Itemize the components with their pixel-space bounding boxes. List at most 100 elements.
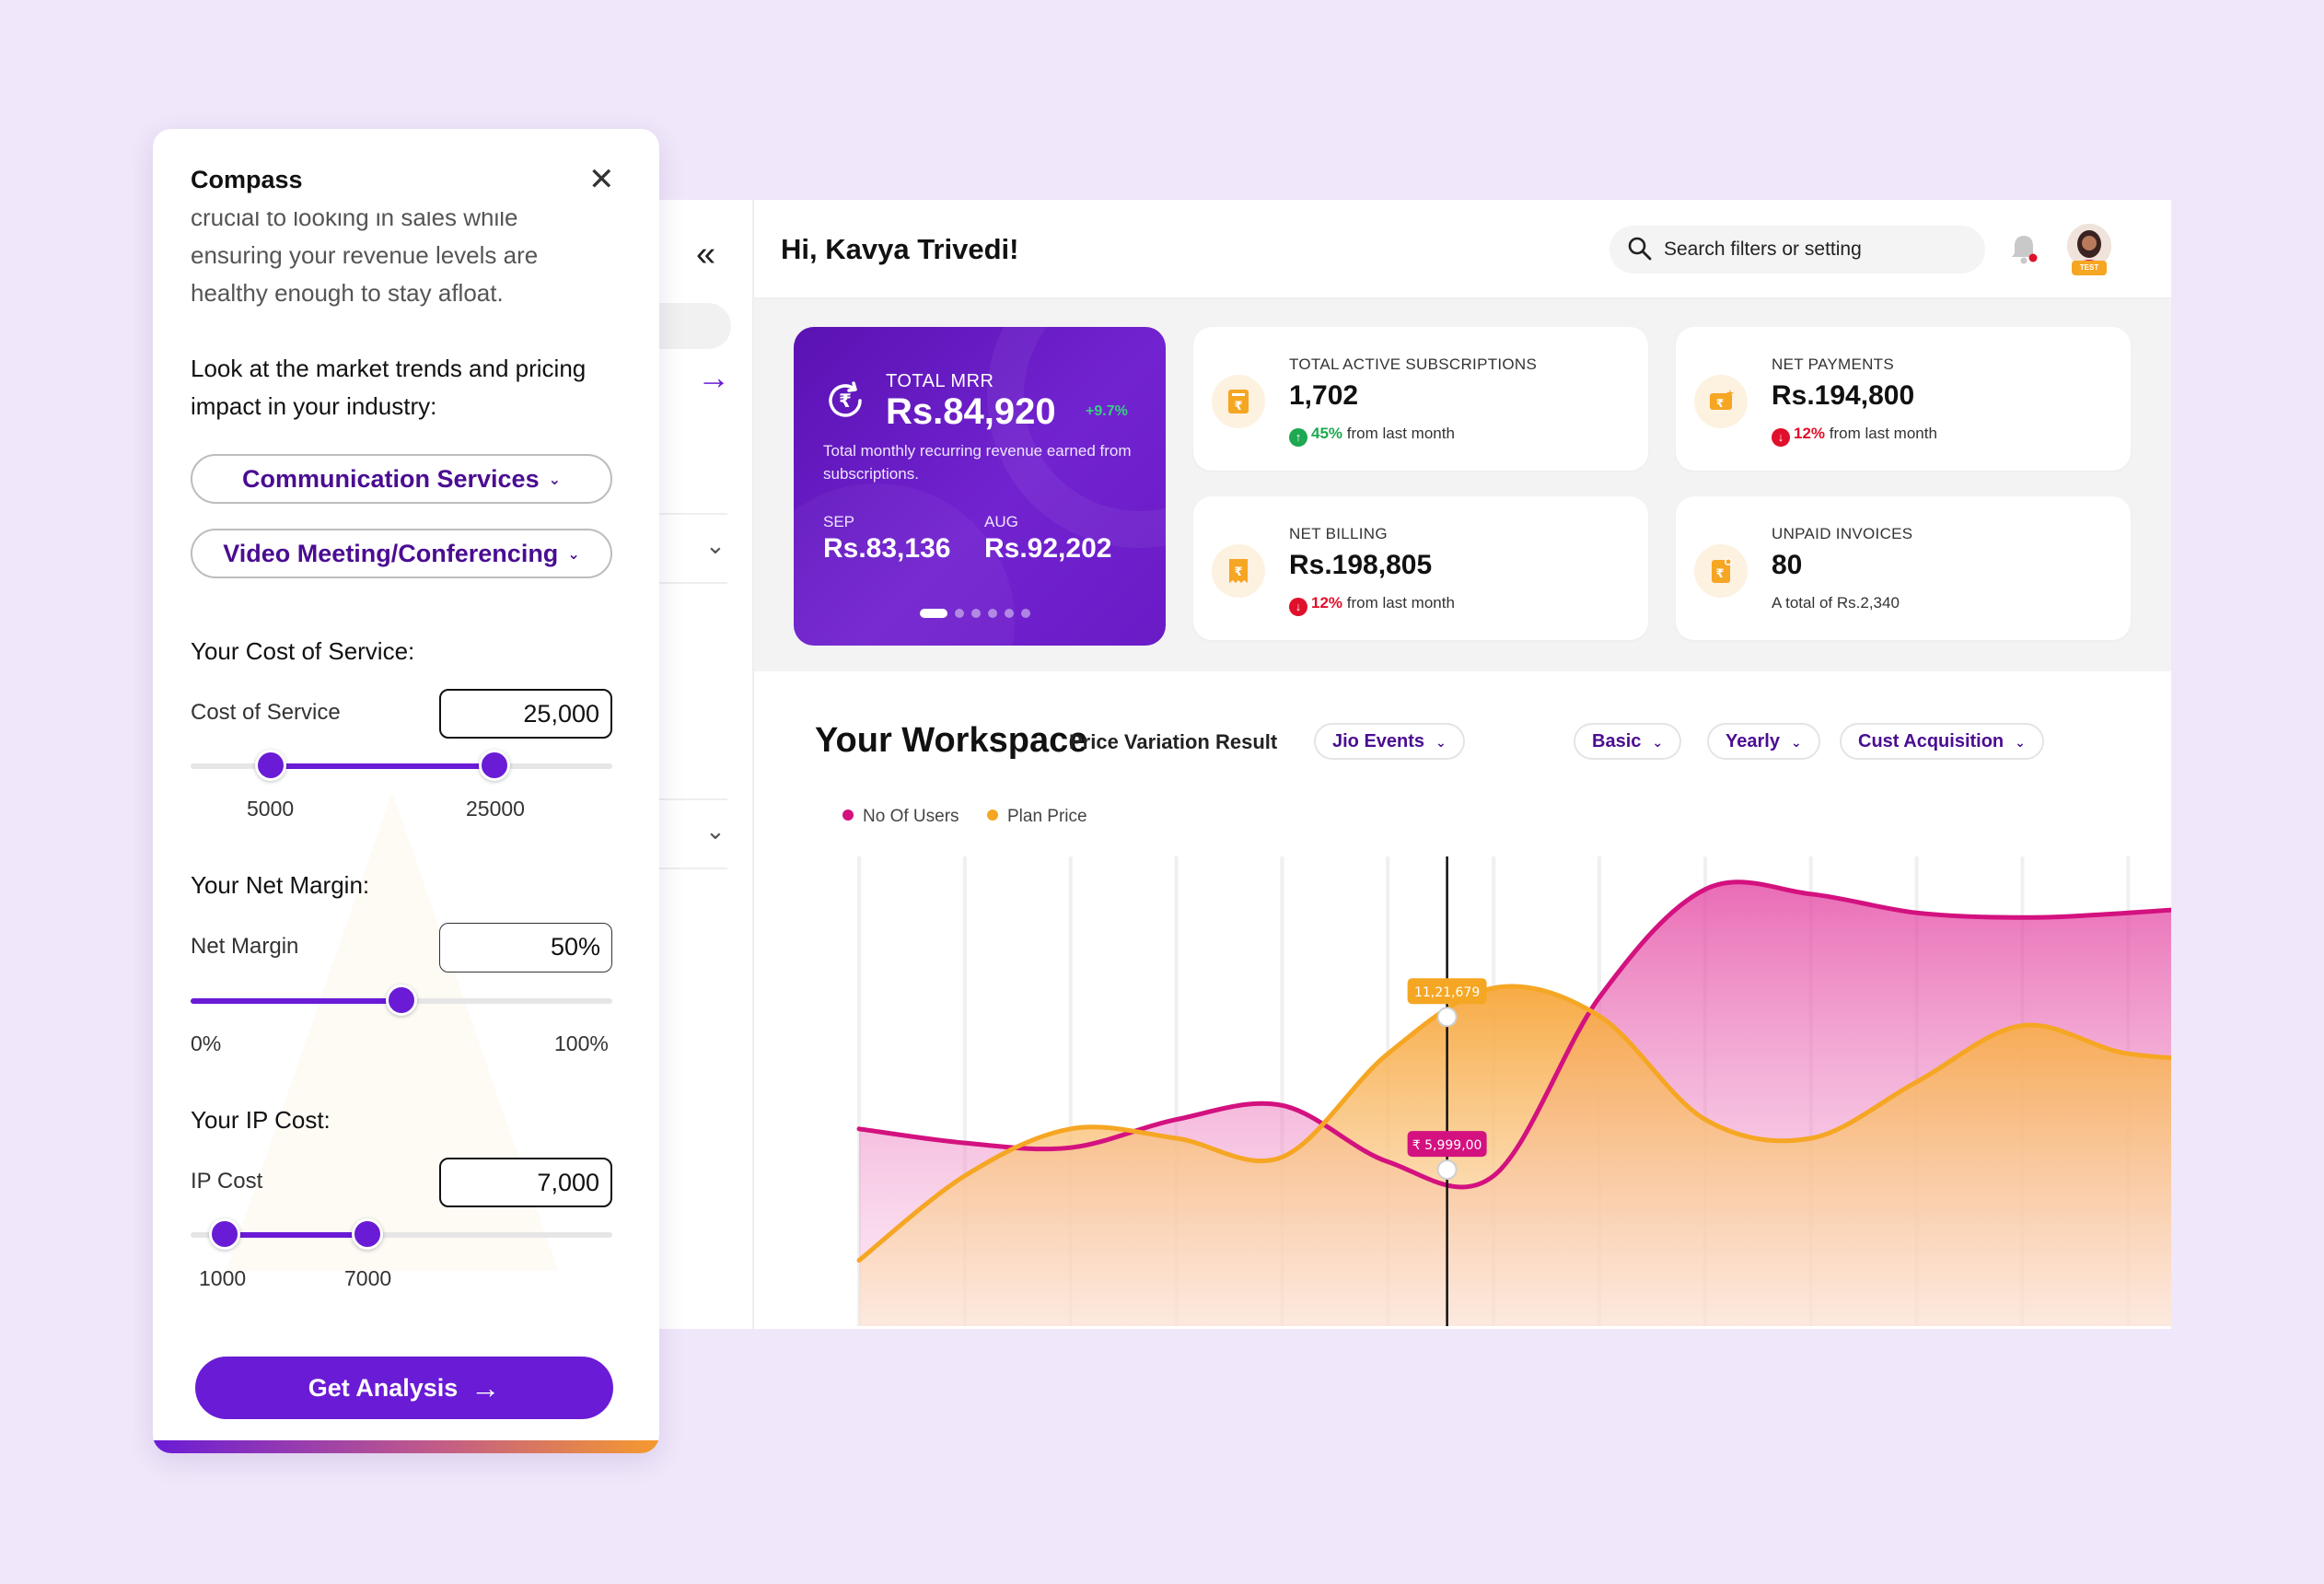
- stat-percent: 12%: [1311, 594, 1343, 611]
- carousel-dot[interactable]: [1005, 608, 1014, 618]
- carousel-dot[interactable]: [955, 608, 964, 618]
- mrr-value: Rs.84,920: [886, 391, 1056, 432]
- search-icon: [1628, 237, 1652, 261]
- cost-of-service-heading: Your Cost of Service:: [191, 637, 415, 665]
- search-input[interactable]: Search filters or setting: [1609, 226, 1985, 274]
- carousel-dot[interactable]: [920, 608, 947, 618]
- chevron-down-icon[interactable]: ⌄: [705, 817, 726, 844]
- mrr-change: +9.7%: [1086, 403, 1128, 419]
- filter-label: Cust Acquisition: [1858, 731, 2004, 751]
- net-payments-card[interactable]: ₹ NET PAYMENTS Rs.194,800 ↓ 12% from last…: [1676, 327, 2131, 471]
- stat-change: ↑ 45% from last month: [1289, 425, 1455, 447]
- arrow-right-icon[interactable]: →: [697, 358, 730, 396]
- chevron-down-icon: ⌄: [548, 472, 561, 488]
- stat-change: ↓ 12% from last month: [1772, 425, 1937, 447]
- stat-suffix: from last month: [1346, 594, 1455, 611]
- panel-gradient-strip: [153, 1440, 659, 1453]
- legend-price[interactable]: Plan Price: [987, 807, 1087, 827]
- get-analysis-button[interactable]: Get Analysis →: [195, 1357, 613, 1419]
- mrr-month-value: Rs.92,202: [984, 533, 1112, 564]
- sidebar-divider: [659, 582, 727, 584]
- cost-of-service-slider[interactable]: [191, 750, 612, 781]
- price-line: [856, 984, 2171, 1264]
- price-variation-label: Price Variation Result: [1069, 730, 1278, 753]
- tooltip-label: ₹ 5,999,00: [1412, 1138, 1482, 1153]
- intro-text: ensuring your revenue levels are healthy…: [191, 241, 539, 307]
- svg-text:₹: ₹: [1715, 567, 1724, 581]
- sidebar-divider: [659, 798, 727, 800]
- intro-scroll-area[interactable]: crucial to looking in sales while ensuri…: [153, 212, 659, 359]
- slider-fill: [191, 998, 401, 1004]
- notification-bell-icon[interactable]: [2007, 230, 2040, 267]
- workspace-section: Your Workspace Price Variation Result Ji…: [754, 671, 2171, 1329]
- total-mrr-card[interactable]: ₹ TOTAL MRR Rs.84,920 +9.7% Total monthl…: [794, 327, 1166, 646]
- slider-thumb-min[interactable]: [208, 1218, 240, 1250]
- grid-line: [1068, 856, 1073, 1326]
- carousel-dot[interactable]: [971, 608, 981, 618]
- stat-change: ↓ 12% from last month: [1289, 594, 1455, 616]
- legend-label: No Of Users: [863, 807, 959, 826]
- slider-thumb-min[interactable]: [255, 750, 287, 781]
- filter-label: Jio Events: [1332, 731, 1425, 751]
- svg-text:₹: ₹: [1716, 397, 1724, 410]
- carousel-dots[interactable]: [920, 605, 1038, 618]
- stats-area: ₹ TOTAL MRR Rs.84,920 +9.7% Total monthl…: [754, 299, 2171, 671]
- slider-thumb-max[interactable]: [352, 1218, 384, 1250]
- close-icon[interactable]: ✕: [588, 162, 615, 197]
- filter-yearly[interactable]: Yearly ⌄: [1707, 723, 1820, 760]
- chevron-down-icon: ⌄: [1435, 735, 1447, 750]
- chart-tooltip: 11,21,679: [1407, 978, 1487, 1028]
- market-prompt: Look at the market trends and pricing im…: [191, 355, 587, 420]
- arrow-down-icon: ↓: [1772, 428, 1790, 447]
- stat-percent: 12%: [1794, 425, 1826, 442]
- carousel-dot[interactable]: [988, 608, 997, 618]
- active-subscriptions-card[interactable]: ₹ TOTAL ACTIVE SUBSCRIPTIONS 1,702 ↑ 45% …: [1193, 327, 1648, 471]
- legend-users[interactable]: No Of Users: [842, 807, 959, 827]
- greeting: Hi, Kavya Trivedi!: [781, 233, 1019, 265]
- filter-cust-acquisition[interactable]: Cust Acquisition ⌄: [1840, 723, 2044, 760]
- industry-select-value: Communication Services: [241, 465, 540, 493]
- chevron-down-icon: ⌄: [2015, 735, 2026, 750]
- svg-text:₹: ₹: [1234, 400, 1242, 413]
- unpaid-invoices-card[interactable]: ₹ UNPAID INVOICES 80 A total of Rs.2,340: [1676, 496, 2131, 640]
- top-bar: Hi, Kavya Trivedi! Search filters or set…: [754, 200, 2171, 299]
- tooltip-box: [1407, 1131, 1487, 1158]
- ip-cost-label: IP Cost: [191, 1169, 263, 1194]
- collapse-sidebar-icon[interactable]: «: [696, 235, 716, 274]
- stat-value: 80: [1772, 550, 1803, 580]
- net-margin-slider[interactable]: [191, 984, 612, 1016]
- slider-thumb[interactable]: [386, 984, 417, 1016]
- ip-cost-slider[interactable]: [191, 1218, 612, 1250]
- chevron-down-icon[interactable]: ⌄: [705, 531, 726, 559]
- arrow-right-icon: →: [471, 1371, 501, 1404]
- sub-industry-select-value: Video Meeting/Conferencing: [223, 540, 559, 567]
- sidebar-divider: [659, 513, 727, 515]
- filter-jio-events[interactable]: Jio Events ⌄: [1314, 723, 1465, 760]
- sidebar-active-item[interactable]: [659, 303, 731, 349]
- industry-select[interactable]: Communication Services ⌄: [191, 454, 612, 504]
- arrow-down-icon: ↓: [1289, 598, 1307, 616]
- area-chart[interactable]: JAN 17JUN 17JAN 18JUN 18JAN 19JUN 19JAN …: [754, 671, 2171, 1329]
- ip-cost-input[interactable]: 7,000: [439, 1158, 612, 1207]
- stat-percent: 45%: [1311, 425, 1343, 442]
- cost-of-service-input[interactable]: 25,000: [439, 689, 612, 739]
- slider-thumb-max[interactable]: [478, 750, 510, 781]
- tooltip-box: [1407, 978, 1487, 1005]
- filter-basic[interactable]: Basic ⌄: [1574, 723, 1682, 760]
- chevron-down-icon: ⌄: [567, 547, 580, 563]
- card-decoration: [794, 483, 1015, 646]
- net-margin-input[interactable]: 50%: [439, 923, 612, 973]
- net-billing-card[interactable]: ₹ NET BILLING Rs.198,805 ↓ 12% from last …: [1193, 496, 1648, 640]
- slider-min-label: 1000: [199, 1266, 247, 1290]
- grid-line: [1174, 856, 1179, 1326]
- grid-line: [962, 856, 967, 1326]
- chart-hover: 11,21,679 ₹ 5,999,00: [1407, 856, 1487, 1326]
- wallet-icon: ₹: [1694, 375, 1748, 428]
- sub-industry-select[interactable]: Video Meeting/Conferencing ⌄: [191, 529, 612, 578]
- net-margin-heading: Your Net Margin:: [191, 871, 370, 899]
- slider-min-label: 5000: [247, 797, 295, 821]
- carousel-dot[interactable]: [1021, 608, 1030, 618]
- receipt-icon: ₹: [1212, 375, 1265, 428]
- stat-label: UNPAID INVOICES: [1772, 525, 1913, 542]
- mrr-label: TOTAL MRR: [886, 371, 994, 391]
